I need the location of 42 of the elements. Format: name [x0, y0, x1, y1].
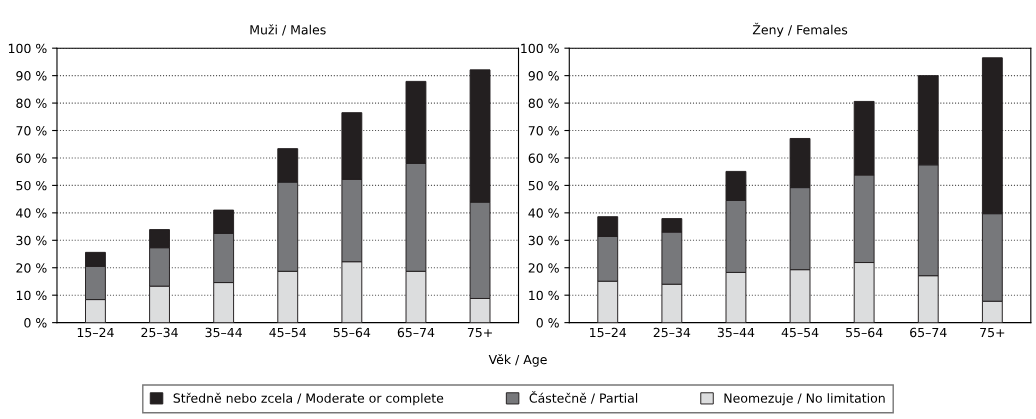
y-tick-label: 20 % — [16, 263, 47, 273]
legend-label: Částečně / Partial — [529, 391, 638, 404]
x-tick-label: 65–74 — [910, 327, 947, 338]
x-axis-title: Věk / Age — [488, 354, 547, 367]
y-tick-label: 10 % — [16, 290, 47, 301]
y-tick-label: 30 % — [528, 235, 559, 246]
y-tick-label: 0 % — [536, 318, 559, 328]
x-tick-label: 25–34 — [653, 327, 691, 338]
x-tick-label: 75+ — [467, 327, 492, 338]
y-tick-label: 90 % — [528, 71, 559, 81]
x-tick-label: 25–34 — [141, 327, 178, 338]
y-tick-label: 70 % — [528, 125, 559, 136]
y-tick-label: 80 % — [16, 98, 47, 108]
y-tick-label: 80 % — [528, 98, 559, 108]
y-tick-label: 20 % — [528, 263, 559, 273]
x-tick-label: 15–24 — [77, 327, 114, 338]
y-tick-label: 60 % — [16, 153, 47, 163]
y-tick-label: 40 % — [16, 208, 47, 218]
y-tick-label: 0 % — [24, 318, 47, 328]
y-tick-label: 100 % — [8, 43, 47, 54]
y-tick-label: 90 % — [16, 71, 47, 81]
x-tick-label: 75+ — [980, 327, 1005, 338]
chart-title: Ženy / Females — [752, 22, 848, 37]
y-tick-label: 50 % — [16, 180, 47, 191]
y-tick-label: 10 % — [529, 290, 559, 301]
x-tick-label: 35–44 — [717, 327, 755, 338]
legend-label: Středně nebo zcela / Moderate or complete — [173, 392, 444, 406]
x-tick-label: 35–44 — [205, 327, 242, 338]
chart-title: Muži / Males — [250, 24, 326, 36]
y-tick-label: 100 % — [521, 43, 559, 54]
x-tick-label: 45–54 — [269, 327, 307, 338]
x-tick-label: 45–54 — [781, 327, 819, 338]
y-tick-label: 60 % — [528, 153, 559, 163]
x-tick-label: 55–64 — [333, 327, 371, 338]
y-tick-label: 50 % — [528, 180, 559, 191]
x-tick-label: 65–74 — [397, 327, 435, 338]
x-tick-label: 55–64 — [846, 327, 883, 338]
y-tick-label: 40 % — [528, 208, 559, 218]
legend-label: Neomezuje / No limitation — [724, 393, 885, 406]
y-tick-label: 70 % — [16, 125, 47, 136]
x-tick-label: 15–24 — [590, 327, 627, 338]
y-tick-label: 30 % — [16, 235, 47, 246]
